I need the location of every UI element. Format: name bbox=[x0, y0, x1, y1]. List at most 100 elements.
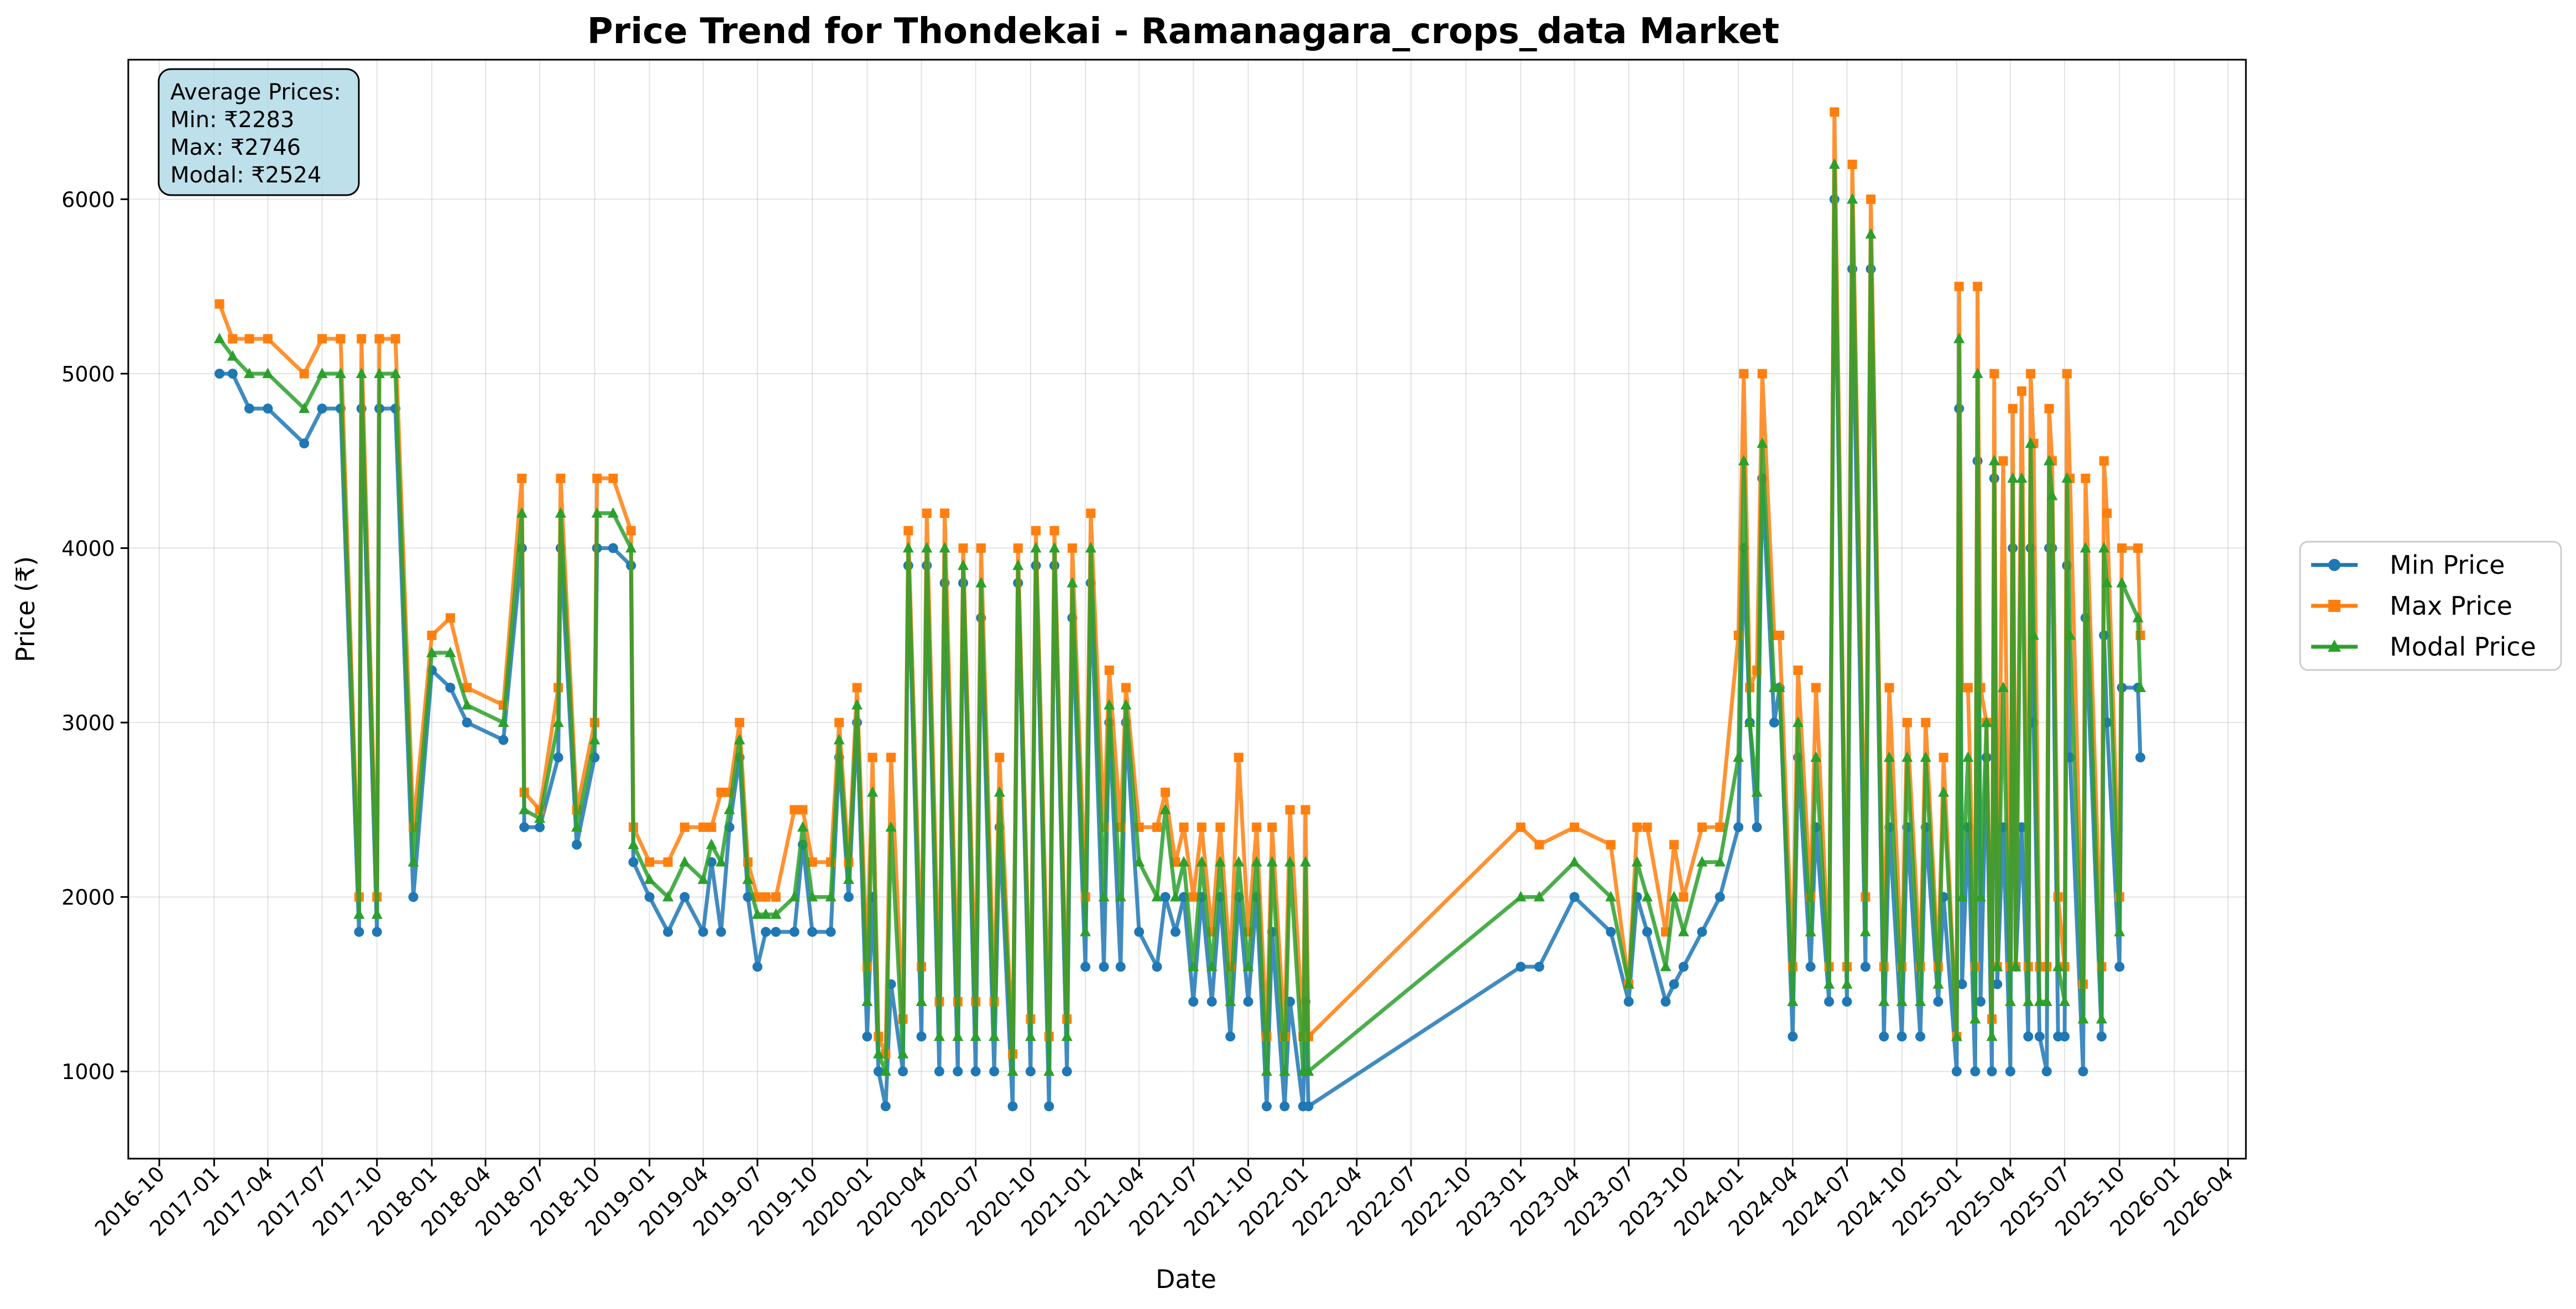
data-point-min-price bbox=[934, 1066, 944, 1077]
data-point-min-price bbox=[1243, 997, 1253, 1007]
data-point-modal-price bbox=[299, 402, 310, 413]
data-point-modal-price bbox=[426, 646, 437, 657]
average-prices-heading: Average Prices: bbox=[170, 80, 341, 105]
data-point-min-price bbox=[2078, 1066, 2088, 1077]
data-point-min-price bbox=[1134, 926, 1145, 937]
data-point-modal-price bbox=[2052, 960, 2064, 971]
data-point-min-price bbox=[215, 369, 225, 379]
data-point-modal-price bbox=[1969, 1013, 1981, 1024]
data-point-max-price bbox=[215, 299, 224, 309]
data-point-modal-price bbox=[679, 856, 691, 867]
data-point-modal-price bbox=[1300, 856, 1311, 867]
data-point-max-price bbox=[1300, 805, 1310, 815]
data-point-min-price bbox=[1642, 926, 1653, 937]
data-point-modal-price bbox=[1104, 699, 1115, 710]
data-point-min-price bbox=[2060, 1032, 2070, 1042]
data-point-max-price bbox=[1252, 822, 1262, 832]
data-point-modal-price bbox=[885, 821, 897, 832]
data-point-modal-price bbox=[2041, 996, 2052, 1006]
data-point-modal-price bbox=[1932, 978, 1944, 989]
data-point-modal-price bbox=[1120, 699, 1132, 710]
data-point-max-price bbox=[2099, 456, 2109, 466]
data-point-modal-price bbox=[2098, 542, 2110, 553]
data-point-min-price bbox=[1261, 1101, 1272, 1112]
data-point-min-price bbox=[760, 926, 771, 937]
data-point-max-price bbox=[1570, 822, 1580, 832]
data-point-max-price bbox=[834, 718, 844, 727]
data-point-min-price bbox=[1623, 997, 1634, 1007]
data-point-max-price bbox=[2102, 508, 2112, 518]
data-point-modal-price bbox=[872, 1048, 884, 1059]
legend-item-modal-price: Modal Price bbox=[2311, 632, 2536, 662]
data-point-max-price bbox=[1973, 281, 1983, 291]
data-point-max-price bbox=[868, 752, 877, 762]
data-point-max-price bbox=[1104, 665, 1114, 675]
data-point-max-price bbox=[903, 526, 913, 536]
data-point-modal-price bbox=[1169, 891, 1181, 902]
data-point-max-price bbox=[2026, 369, 2036, 379]
data-point-max-price bbox=[1031, 526, 1041, 536]
data-point-modal-price bbox=[1214, 856, 1226, 867]
data-point-modal-price bbox=[1988, 454, 2000, 465]
data-point-max-price bbox=[1642, 822, 1652, 832]
data-point-min-price bbox=[372, 926, 382, 937]
data-point-modal-price bbox=[1303, 1065, 1314, 1076]
data-point-min-price bbox=[680, 892, 690, 902]
data-point-min-price bbox=[1007, 1101, 1018, 1112]
y-tick-label: 2000 bbox=[61, 886, 115, 910]
data-point-modal-price bbox=[316, 368, 328, 378]
data-point-modal-price bbox=[662, 891, 674, 902]
data-point-modal-price bbox=[552, 716, 564, 727]
data-point-min-price bbox=[1769, 718, 1779, 728]
data-point-modal-price bbox=[1847, 193, 1858, 204]
data-point-min-price bbox=[2135, 752, 2146, 763]
legend-label-modal-price: Modal Price bbox=[2390, 632, 2536, 662]
data-point-modal-price bbox=[1279, 1065, 1290, 1076]
data-point-max-price bbox=[1998, 456, 2008, 466]
data-point-min-price bbox=[1879, 1032, 1889, 1042]
data-point-min-price bbox=[1516, 961, 1526, 972]
data-point-modal-price bbox=[933, 1030, 945, 1041]
data-point-max-price bbox=[1161, 787, 1171, 797]
data-point-modal-price bbox=[1151, 891, 1163, 902]
data-point-max-price bbox=[1938, 752, 1948, 762]
data-point-modal-price bbox=[1986, 1030, 1998, 1041]
data-point-modal-price bbox=[706, 839, 717, 849]
data-point-modal-price bbox=[788, 891, 800, 902]
data-point-modal-price bbox=[724, 803, 735, 814]
data-point-modal-price bbox=[555, 507, 566, 518]
data-point-max-price bbox=[1632, 822, 1642, 832]
data-point-max-price bbox=[263, 334, 273, 344]
data-point-modal-price bbox=[2034, 996, 2045, 1006]
data-point-modal-price bbox=[2064, 629, 2076, 640]
data-point-max-price bbox=[556, 473, 566, 483]
legend-marker-modal-price bbox=[2328, 640, 2341, 652]
data-point-modal-price bbox=[1981, 716, 1992, 727]
data-point-min-price bbox=[1569, 892, 1580, 902]
series-layer bbox=[214, 107, 2146, 1112]
data-point-modal-price bbox=[989, 1030, 1000, 1041]
data-point-max-price bbox=[995, 752, 1005, 762]
data-point-modal-price bbox=[861, 996, 873, 1006]
data-point-max-price bbox=[1902, 718, 1912, 727]
data-point-modal-price bbox=[2010, 960, 2021, 971]
data-point-max-price bbox=[1830, 107, 1840, 117]
data-point-max-price bbox=[1179, 822, 1189, 832]
data-point-modal-price bbox=[1733, 751, 1744, 762]
data-point-modal-price bbox=[843, 873, 854, 884]
data-point-modal-price bbox=[243, 368, 255, 378]
data-point-max-price bbox=[228, 334, 238, 344]
data-point-modal-price bbox=[867, 786, 879, 797]
data-point-max-price bbox=[1921, 718, 1931, 727]
data-point-max-price bbox=[1067, 543, 1077, 553]
data-point-max-price bbox=[1715, 822, 1725, 832]
data-point-min-price bbox=[1062, 1066, 1072, 1077]
data-point-max-price bbox=[761, 892, 771, 902]
data-point-max-price bbox=[698, 822, 708, 832]
data-point-min-price bbox=[608, 543, 618, 553]
data-point-modal-price bbox=[1878, 996, 1890, 1006]
data-point-min-price bbox=[825, 926, 836, 937]
data-point-modal-price bbox=[1953, 332, 1965, 343]
data-point-max-price bbox=[976, 543, 986, 553]
